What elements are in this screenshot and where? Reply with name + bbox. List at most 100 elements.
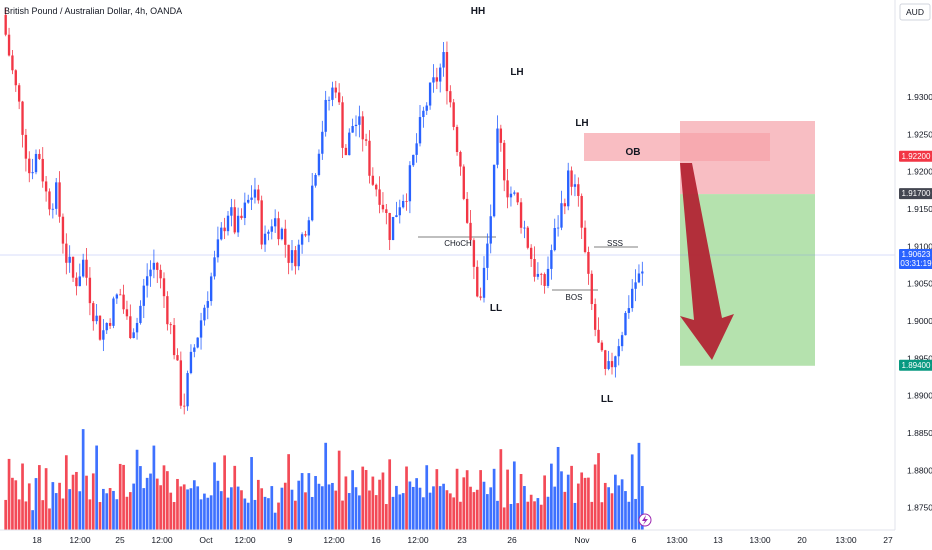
candle-body: [85, 259, 88, 278]
volume-bar: [422, 497, 425, 530]
volume-bar: [203, 493, 206, 530]
volume-bar: [240, 490, 243, 530]
volume-bar: [536, 498, 540, 530]
candle-body: [364, 139, 368, 141]
candle-body: [445, 52, 449, 92]
volume-bar: [263, 496, 267, 530]
volume-bar: [31, 510, 34, 530]
candle-body: [580, 195, 583, 228]
candle-body: [435, 77, 439, 82]
annotation-ll: LL: [601, 394, 613, 405]
volume-bar: [64, 455, 68, 530]
volume-bar: [438, 486, 442, 530]
candle-body: [516, 192, 519, 203]
candle-body: [610, 361, 614, 368]
volume-bar: [617, 485, 621, 530]
time-tick-label: 9: [288, 535, 293, 545]
candle-body: [425, 105, 428, 111]
candle-body: [641, 271, 644, 274]
candle-body: [48, 191, 51, 210]
volume-bar: [310, 496, 314, 530]
volume-bar: [142, 488, 146, 530]
entry-price-badge-bg: [899, 188, 932, 200]
price-tick-label: 1.88000: [907, 465, 932, 475]
volume-bar: [415, 478, 418, 530]
candle-body: [405, 200, 408, 202]
candle-body: [577, 184, 580, 196]
candle-body: [112, 298, 115, 326]
volume-bar: [587, 477, 590, 530]
candle-body: [176, 355, 179, 361]
volume-bar: [519, 473, 523, 530]
candle-body: [119, 294, 122, 296]
volume-bar: [169, 492, 173, 530]
candle-body: [24, 134, 28, 159]
volume-bar: [196, 486, 200, 530]
annotation-ll: LL: [490, 303, 502, 314]
candle-body: [331, 87, 334, 100]
volume-bar: [139, 466, 142, 530]
candle-body: [567, 170, 570, 207]
volume-bar: [344, 476, 348, 530]
volume-bar: [58, 482, 61, 530]
volume-bar: [455, 468, 459, 530]
volume-bar: [465, 470, 469, 530]
target-price-badge: 1.89400: [902, 361, 931, 370]
candle-body: [68, 256, 71, 263]
candle-body: [344, 147, 348, 156]
candle-body: [260, 200, 263, 245]
volume-bar: [250, 457, 253, 530]
volume-bar: [135, 449, 139, 530]
volume-bar: [91, 473, 95, 530]
volume-bar: [401, 493, 405, 530]
candle-body: [358, 116, 361, 125]
candle-body: [75, 277, 78, 287]
candle-body: [216, 239, 220, 258]
candle-body: [149, 269, 152, 277]
candle-body: [98, 315, 102, 340]
candle-body: [297, 244, 300, 267]
volume-bar: [199, 499, 203, 530]
volume-bar: [627, 501, 631, 530]
volume-bar: [61, 498, 65, 530]
volume-bar: [233, 465, 237, 530]
candle-body: [469, 222, 472, 241]
overlay-layer: HH LH LH LL LL OB CHoCH BOS SSS: [444, 6, 734, 527]
volume-bar: [297, 480, 301, 530]
volume-bar: [597, 453, 600, 530]
volume-bar: [388, 459, 392, 530]
volume-bar: [499, 449, 503, 530]
volume-bar: [543, 475, 546, 530]
candle-body: [533, 259, 536, 277]
candle-body: [172, 325, 176, 356]
volume-bar: [482, 481, 486, 530]
candle-body: [428, 82, 432, 106]
candle-body: [95, 315, 98, 322]
candle-body: [600, 342, 604, 351]
volume-bar: [442, 483, 445, 530]
candle-body: [570, 170, 573, 187]
candle-body: [44, 181, 48, 192]
candle-body: [614, 356, 617, 368]
time-tick-label: Oct: [199, 535, 213, 545]
candle-body: [391, 217, 395, 240]
candle-body: [546, 268, 550, 286]
candle-body: [129, 316, 132, 339]
time-tick-label: 13:00: [835, 535, 857, 545]
time-tick-label: 13: [713, 535, 723, 545]
price-tick-label: 1.92000: [907, 167, 932, 177]
annotation-ob: OB: [626, 147, 641, 158]
volume-bar: [347, 493, 351, 530]
candle-body: [21, 101, 24, 135]
volume-bar: [78, 491, 82, 530]
candle-body: [523, 227, 526, 229]
volume-bar: [381, 472, 385, 530]
candle-body: [620, 335, 624, 347]
candle-body: [556, 227, 560, 229]
volume-bar: [27, 483, 31, 530]
volume-bar: [81, 429, 85, 530]
stop-price-badge-bg: [899, 150, 932, 162]
volume-bar: [155, 478, 159, 530]
